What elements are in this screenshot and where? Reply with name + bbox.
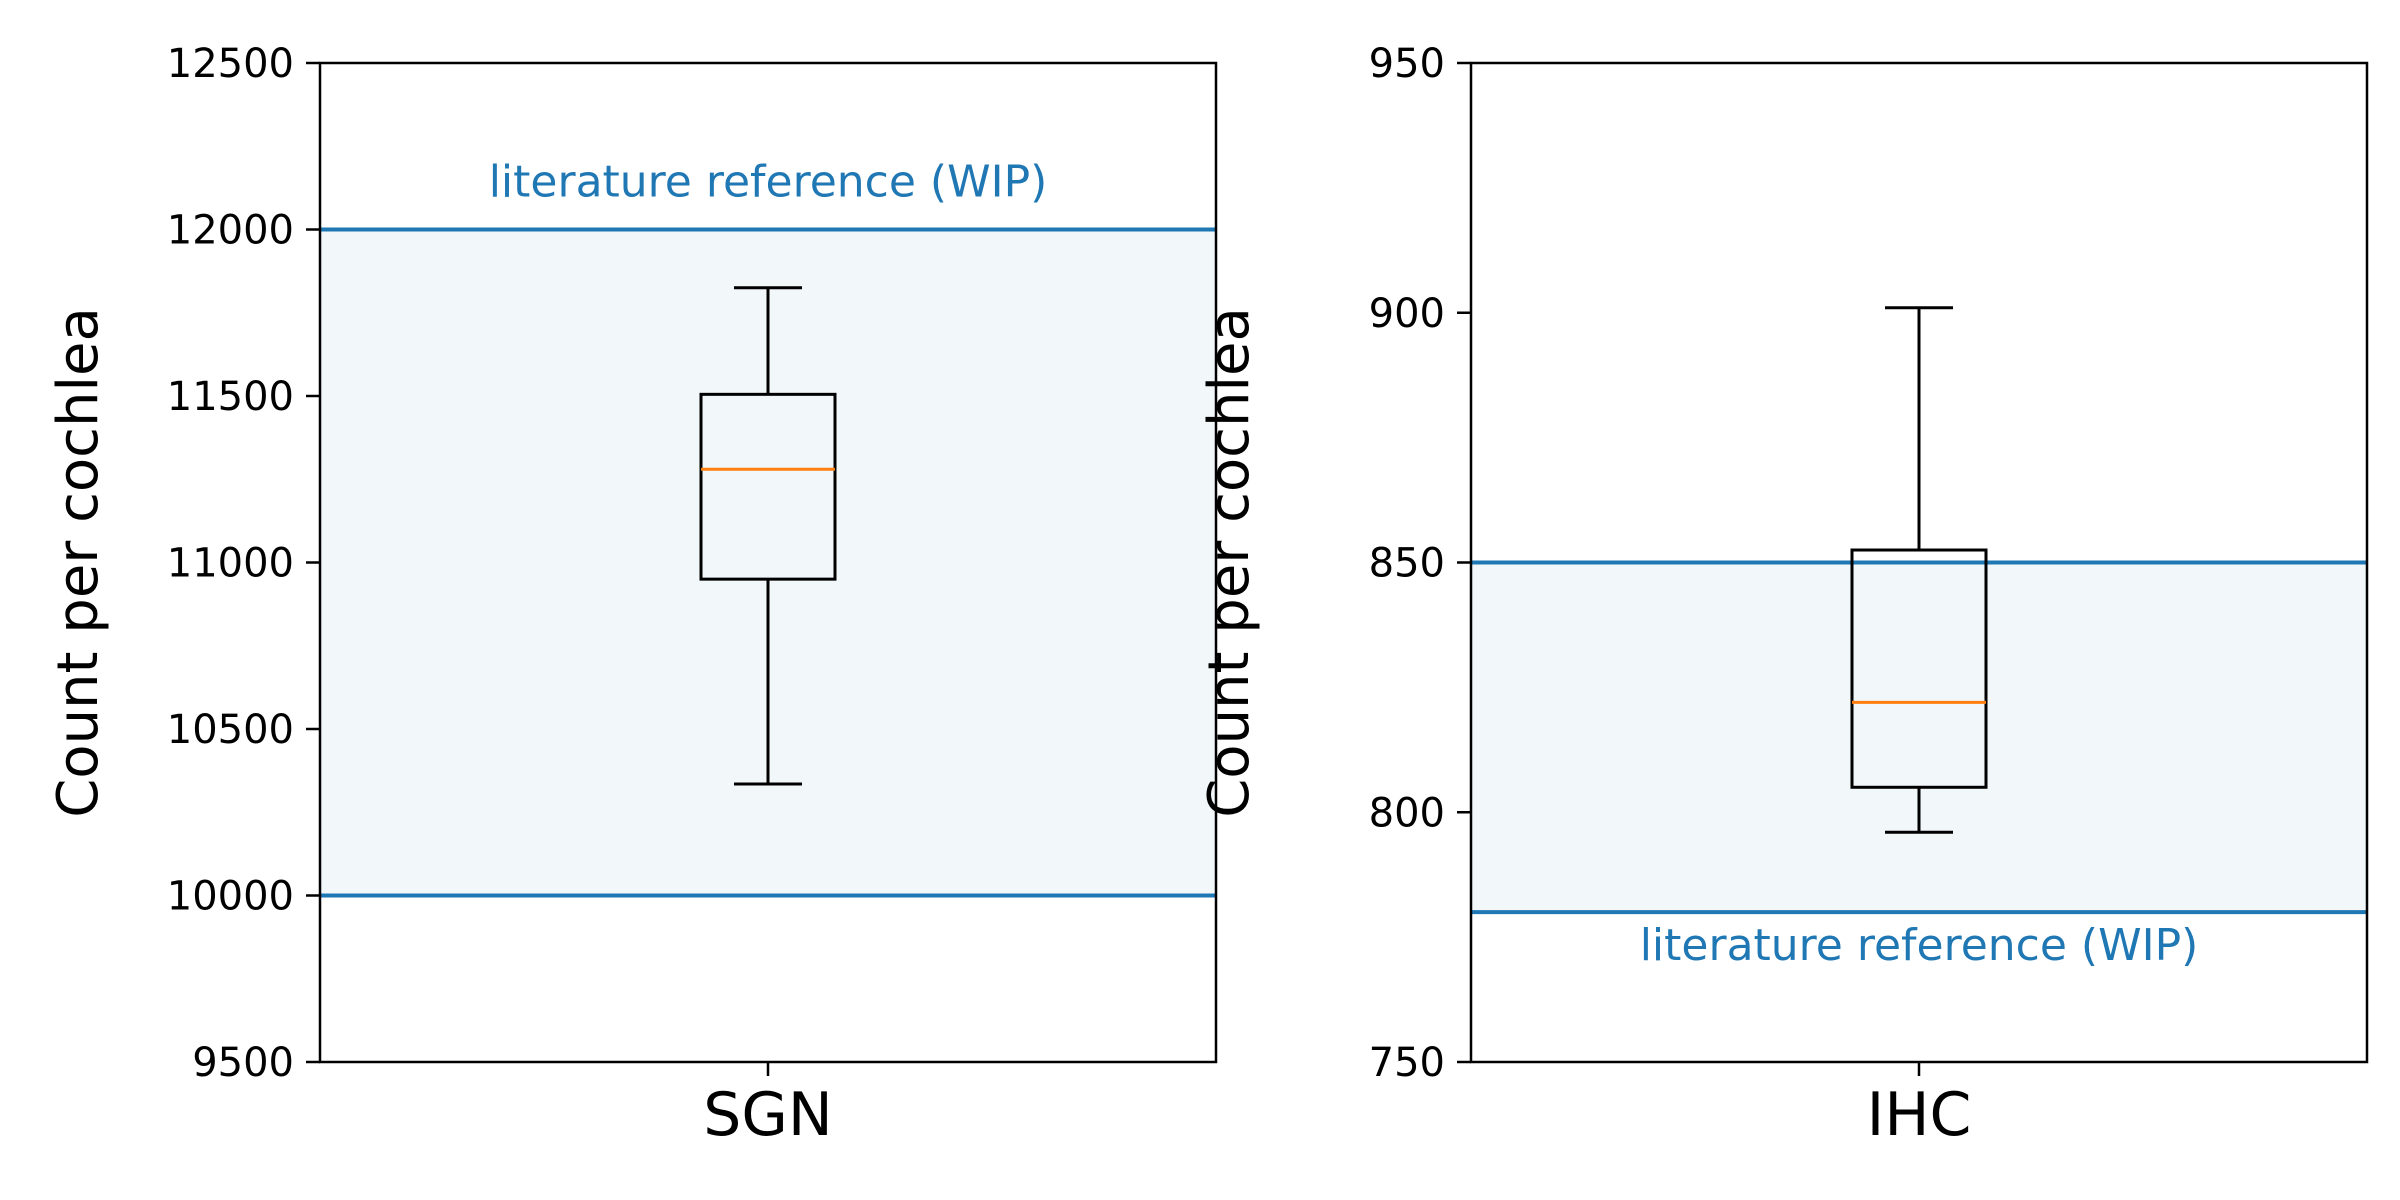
reference-band — [1471, 562, 2367, 913]
box-iqr — [699, 392, 837, 581]
y-tick-label: 800 — [1369, 790, 1445, 836]
y-tick-label: 10500 — [167, 707, 294, 753]
y-tick-label: 950 — [1369, 41, 1445, 87]
y-tick-label: 900 — [1369, 291, 1445, 337]
chart-panel-ihc: literature reference (WIP) 750 800 850 900 95… — [1197, 41, 2369, 1150]
y-tick-label: 12000 — [167, 208, 294, 254]
y-axis-label: Count per cochlea — [46, 307, 111, 818]
y-tick-label: 850 — [1369, 541, 1445, 587]
reference-label: literature reference (WIP) — [489, 157, 1048, 208]
y-axis-label: Count per cochlea — [1197, 307, 1262, 818]
x-tick-label-sgn: SGN — [703, 1080, 832, 1150]
chart-panel-sgn: literature reference (WIP) 9500 10000 10500… — [46, 41, 1218, 1150]
y-tick-label: 11500 — [167, 374, 294, 420]
y-tick-label: 10000 — [167, 874, 294, 920]
y-tick-label: 12500 — [167, 41, 294, 87]
box-iqr — [1850, 548, 1988, 789]
y-tick-label: 750 — [1369, 1040, 1445, 1086]
reference-label: literature reference (WIP) — [1640, 920, 2199, 971]
x-tick-label-ihc: IHC — [1867, 1080, 1972, 1150]
y-tick-label: 9500 — [192, 1040, 294, 1086]
y-tick-label: 11000 — [167, 541, 294, 587]
